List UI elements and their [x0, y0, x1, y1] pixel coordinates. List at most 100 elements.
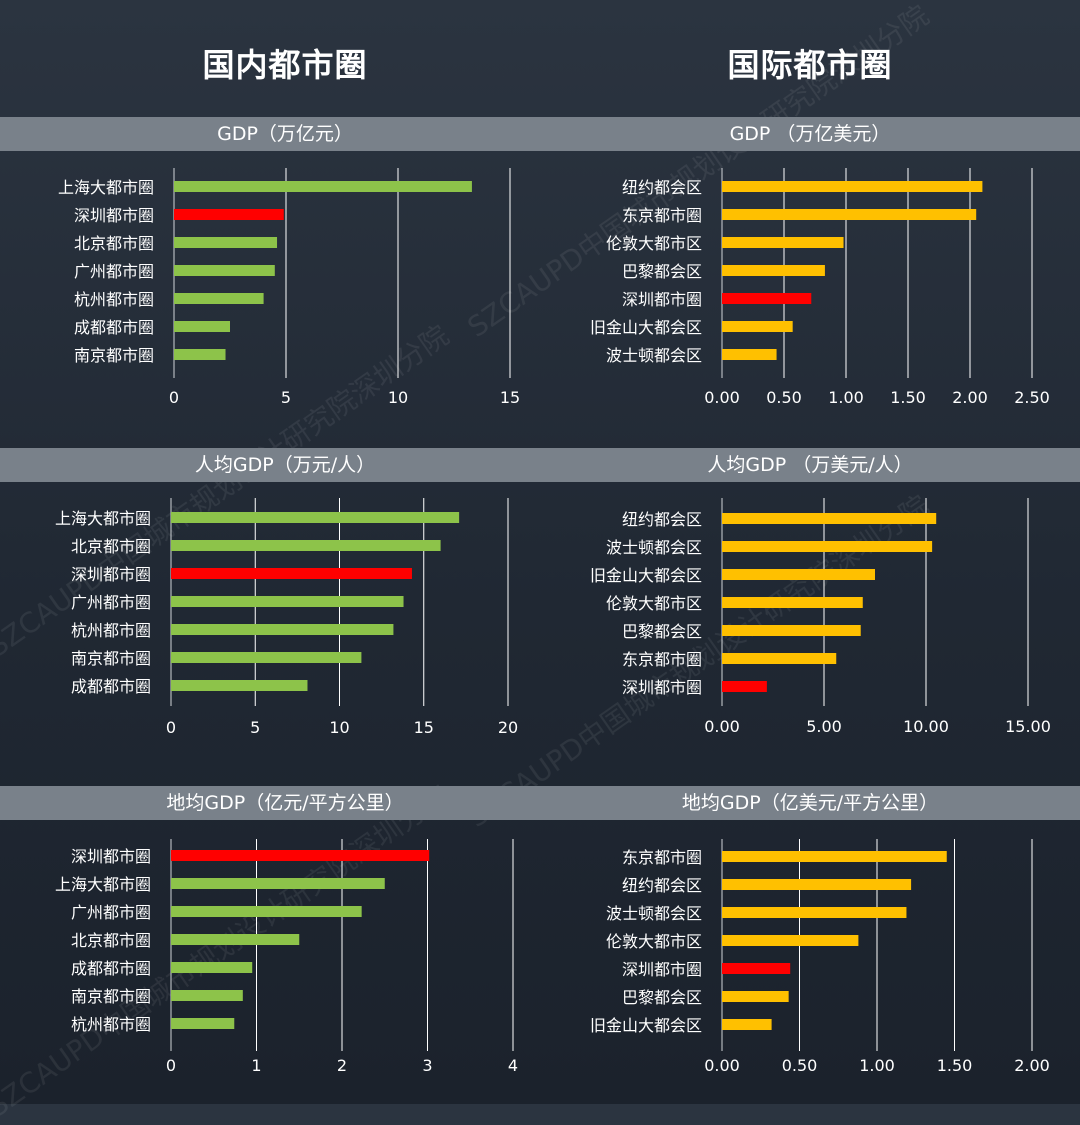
international-per-area-title: 地均GDP（亿美元/平方公里）: [681, 792, 939, 814]
per-area-header-band: 地均GDP（亿元/平方公里） 地均GDP（亿美元/平方公里）: [0, 786, 1080, 820]
bar: [722, 181, 983, 192]
bar: [722, 349, 777, 360]
category-label: 成都都市圈: [74, 318, 154, 337]
category-label: 广州都市圈: [71, 593, 151, 612]
bar: [171, 1018, 235, 1029]
tick-label: 0.50: [766, 388, 802, 407]
category-label: 南京都市圈: [74, 346, 154, 365]
category-label: 上海大都市圈: [58, 178, 154, 197]
category-label: 杭州都市圈: [71, 1015, 151, 1034]
tick-label: 5: [281, 388, 291, 407]
category-label: 深圳都市圈: [622, 290, 702, 309]
tick-label: 1.00: [859, 1056, 895, 1075]
tick-label: 2.00: [1014, 1056, 1050, 1075]
bar: [722, 209, 977, 220]
bar: [174, 321, 230, 332]
category-label: 杭州都市圈: [74, 290, 154, 309]
category-label: 深圳都市圈: [622, 960, 702, 979]
bar: [722, 513, 937, 524]
bar: [722, 569, 875, 580]
bar: [722, 653, 837, 664]
bar: [174, 293, 264, 304]
bar: [722, 597, 863, 608]
bar: [171, 934, 300, 945]
category-label: 深圳都市圈: [71, 847, 151, 866]
category-label: 北京都市圈: [71, 537, 151, 556]
tick-label: 1.50: [890, 388, 926, 407]
category-label: 广州都市圈: [74, 262, 154, 281]
category-label: 波士顿都会区: [606, 904, 702, 923]
domestic-per-capita-title: 人均GDP（万元/人）: [194, 454, 376, 476]
category-label: 旧金山大都会区: [590, 318, 702, 337]
category-label: 上海大都市圈: [55, 875, 151, 894]
bar: [171, 878, 385, 889]
domestic-column-title: 国内都市圈: [202, 46, 368, 84]
category-label: 东京都市圈: [622, 848, 702, 867]
bar: [171, 596, 404, 607]
category-label: 南京都市圈: [71, 649, 151, 668]
gdp-header-band: GDP（万亿元） GDP （万亿美元）: [0, 117, 1080, 151]
bar: [171, 624, 394, 635]
international-per-capita-title: 人均GDP （万美元/人）: [707, 454, 913, 476]
category-label: 东京都市圈: [622, 650, 702, 669]
domestic-per-area-title: 地均GDP（亿元/平方公里）: [166, 792, 404, 814]
category-label: 广州都市圈: [71, 903, 151, 922]
category-label: 巴黎都会区: [622, 988, 702, 1007]
bar: [171, 962, 253, 973]
bar-highlight: [722, 293, 812, 304]
per-capita-header-band: 人均GDP（万元/人） 人均GDP （万美元/人）: [0, 448, 1080, 482]
bar: [171, 906, 362, 917]
bar: [174, 181, 472, 192]
bar: [722, 541, 933, 552]
bar: [722, 879, 912, 890]
bar: [722, 991, 789, 1002]
tick-label: 10: [329, 718, 349, 737]
tick-label: 0: [169, 388, 179, 407]
tick-label: 0.50: [782, 1056, 818, 1075]
tick-label: 0.00: [704, 388, 740, 407]
tick-label: 2.00: [952, 388, 988, 407]
bar: [174, 237, 278, 248]
category-label: 巴黎都会区: [622, 262, 702, 281]
category-label: 旧金山大都会区: [590, 1016, 702, 1035]
category-label: 成都都市圈: [71, 677, 151, 696]
category-label: 杭州都市圈: [71, 621, 151, 640]
bar: [722, 935, 859, 946]
bar: [722, 851, 947, 862]
tick-label: 10.00: [903, 717, 949, 736]
bar-highlight: [722, 963, 791, 974]
tick-label: 1.50: [937, 1056, 973, 1075]
bar: [722, 1019, 772, 1030]
bar: [174, 349, 226, 360]
category-label: 波士顿都会区: [606, 538, 702, 557]
category-label: 伦敦大都市区: [606, 932, 702, 951]
bar: [171, 990, 243, 1001]
bar-highlight: [171, 568, 412, 579]
bar: [722, 321, 793, 332]
category-label: 北京都市圈: [71, 931, 151, 950]
tick-label: 1: [251, 1056, 261, 1075]
category-label: 南京都市圈: [71, 987, 151, 1006]
bar: [171, 680, 308, 691]
category-label: 旧金山大都会区: [590, 566, 702, 585]
international-column-title: 国际都市圈: [727, 46, 893, 84]
category-label: 东京都市圈: [622, 206, 702, 225]
category-label: 深圳都市圈: [622, 678, 702, 697]
category-label: 伦敦大都市区: [606, 594, 702, 613]
bar-highlight: [174, 209, 284, 220]
tick-label: 1.00: [828, 388, 864, 407]
bar: [722, 625, 861, 636]
bar: [722, 265, 825, 276]
bar: [171, 512, 460, 523]
tick-label: 2: [337, 1056, 347, 1075]
tick-label: 2.50: [1014, 388, 1050, 407]
tick-label: 0.00: [704, 717, 740, 736]
tick-label: 15.00: [1005, 717, 1051, 736]
domestic-gdp-title: GDP（万亿元）: [217, 123, 353, 145]
category-label: 深圳都市圈: [71, 565, 151, 584]
category-label: 伦敦大都市区: [606, 234, 702, 253]
